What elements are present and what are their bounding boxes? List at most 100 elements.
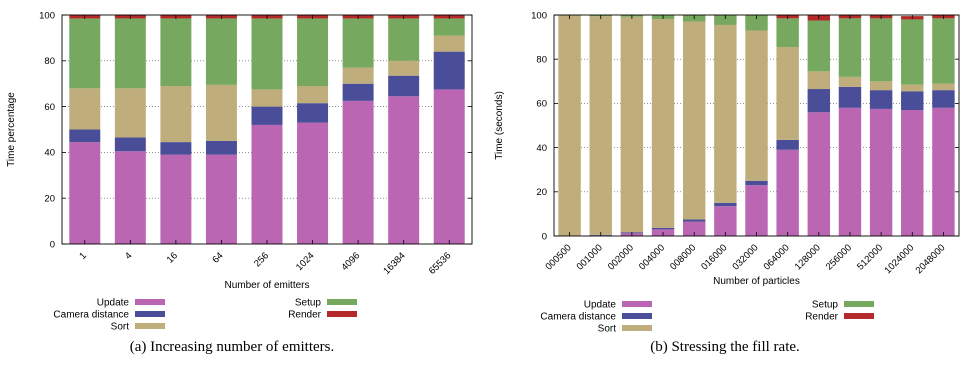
legend-swatch [327, 311, 357, 317]
bar-segment-sort [251, 89, 283, 107]
bar-segment-setup [807, 20, 831, 72]
bar-segment-update [114, 151, 146, 244]
x-tick-label: 008000 [668, 242, 698, 272]
bar-segment-camera-distance [714, 202, 737, 207]
bar-segment-setup [160, 18, 192, 86]
x-tick-label: 000500 [544, 242, 574, 272]
bar-segment-setup [714, 15, 737, 25]
x-tick-label: 016000 [699, 242, 729, 272]
legend-swatch [844, 301, 874, 307]
bar-segment-camera-distance [932, 90, 955, 108]
bar-segment-sort [205, 84, 237, 141]
bar-segment-camera-distance [388, 75, 420, 97]
bar-segment-update [205, 154, 237, 244]
y-axis-title: Time (seconds) [494, 91, 505, 160]
bar-segment-update [901, 110, 924, 236]
legend-label: Setup [812, 300, 839, 311]
legend-label: Sort [598, 324, 617, 335]
bar-segment-camera-distance [160, 142, 192, 155]
bar-segment-camera-distance [205, 140, 237, 155]
legend-label: Sort [111, 322, 130, 333]
legend-swatch [135, 311, 165, 317]
bar-segment-update [932, 107, 955, 236]
bar-segment-camera-distance [838, 86, 862, 108]
bar-segment-update [682, 221, 706, 236]
y-tick-label: 100 [39, 10, 55, 21]
x-axis-title: Number of emitters [224, 280, 309, 291]
x-tick-label: 256000 [824, 242, 854, 272]
bar-segment-camera-distance [745, 180, 768, 186]
bar-segment-sort [651, 18, 675, 228]
bar-segment-camera-distance [114, 137, 146, 152]
legend-swatch [622, 325, 652, 331]
plot-frame [553, 14, 960, 237]
x-tick-label: 002000 [606, 242, 636, 272]
x-tick-label: 16384 [381, 250, 407, 276]
bar-segment-sort [114, 88, 146, 138]
x-tick-label: 64 [210, 250, 225, 265]
legend-swatch [844, 313, 874, 319]
x-tick-label: 128000 [793, 242, 823, 272]
y-tick-label: 0 [50, 239, 55, 250]
bar-segment-setup [297, 18, 329, 86]
bar-segment-setup [745, 15, 768, 31]
bar-segment-camera-distance [682, 219, 706, 222]
caption-fill-rate: (b) Stressing the fill rate. [650, 339, 800, 355]
bar-segment-sort [745, 30, 768, 181]
chart-fill-rate-svg: 0 20 40 60 80 100 000500 001000 002000 004000 0080… [494, 10, 960, 335]
bar-segment-camera-distance [342, 83, 374, 101]
legend-swatch [622, 313, 652, 319]
y-tick-label: 80 [44, 56, 55, 67]
bar-segment-update [388, 96, 420, 244]
bar-segment-sort [807, 71, 831, 90]
bar-segment-sort [388, 60, 420, 76]
bar-segment-setup [342, 18, 374, 68]
bar-segment-sort [682, 21, 706, 220]
y-tick-label: 80 [536, 55, 547, 66]
y-tick-label: 0 [542, 231, 547, 242]
bar-segment-sort [776, 47, 799, 140]
bar-segment-update [342, 100, 374, 244]
bar-segment-sort [901, 84, 924, 92]
chart-panel-fill-rate: 0 20 40 60 80 100 000500 001000 002000 004000 0080… [487, 0, 974, 376]
chart-panel-emitters: 0 20 40 60 80 100 1 4 16 64 256 1024 4096 16384 65536 T… [6, 10, 473, 355]
bar-segment-setup [433, 18, 465, 36]
legend-swatch [622, 301, 652, 307]
plot-frame [61, 14, 473, 245]
bar-segment-setup [776, 18, 799, 48]
y-tick-label: 100 [531, 10, 547, 21]
bar-segment-update [433, 89, 465, 244]
bar-segment-setup [901, 19, 924, 85]
chart-emitters-svg: 0 20 40 60 80 100 1 4 16 64 256 1024 4096 16384 65536 T… [6, 10, 473, 333]
bar-segment-camera-distance [869, 90, 893, 109]
bar-segment-sort [297, 85, 329, 104]
bar-segment-camera-distance [69, 129, 101, 143]
y-tick-label: 60 [44, 102, 55, 113]
bar-segment-sort [714, 24, 737, 203]
bar-segment-setup [869, 18, 893, 82]
x-tick-label: 1024 [294, 250, 317, 273]
x-tick-label: 4 [123, 250, 135, 262]
bar-segment-update [745, 185, 768, 236]
bar-segment-update [838, 107, 862, 236]
y-tick-label: 20 [44, 194, 55, 205]
bar-segment-update [776, 149, 799, 236]
bar-segment-camera-distance [651, 227, 675, 230]
x-tick-label: 4096 [340, 250, 363, 273]
bar-segment-camera-distance [901, 91, 924, 111]
bar-segment-camera-distance [807, 89, 831, 113]
y-tick-label: 40 [44, 148, 55, 159]
x-tick-label: 001000 [575, 242, 605, 272]
y-tick-label: 60 [536, 99, 547, 110]
legend-label: Render [805, 312, 838, 323]
legend-label: Setup [295, 298, 322, 309]
x-tick-label: 032000 [730, 242, 760, 272]
bar-segment-sort [838, 76, 862, 87]
bar-segment-sort [932, 83, 955, 91]
bar-segment-camera-distance [251, 106, 283, 125]
y-tick-label: 20 [536, 187, 547, 198]
x-tick-label: 512000 [855, 242, 885, 272]
bar-segment-setup [69, 18, 101, 89]
bar-segment-camera-distance [776, 139, 799, 150]
legend-swatch [135, 299, 165, 305]
